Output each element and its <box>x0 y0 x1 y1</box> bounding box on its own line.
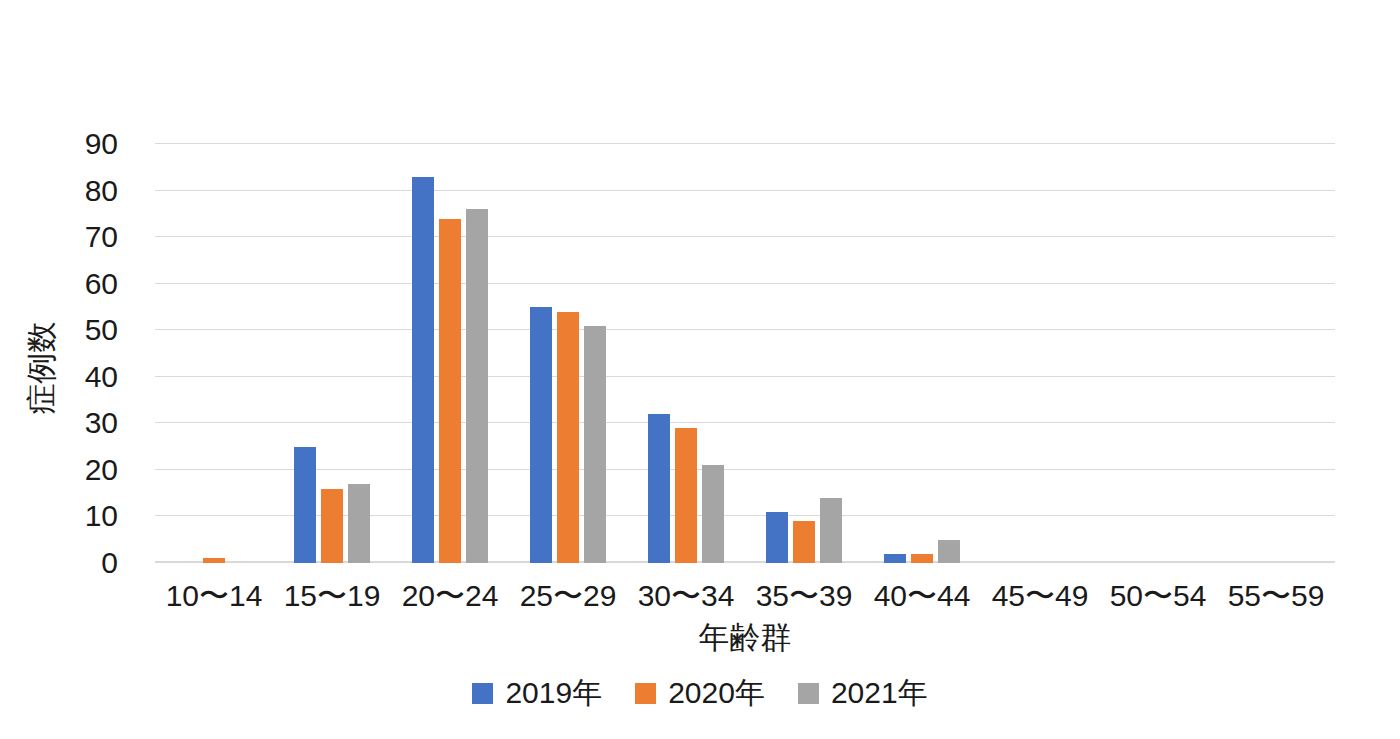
bar-2019年-30〜34 <box>648 414 670 563</box>
x-tick-label-50〜54: 50〜54 <box>1099 579 1217 613</box>
bar-2020年-30〜34 <box>675 428 697 563</box>
bar-2019年-35〜39 <box>766 512 788 563</box>
category-group-35〜39 <box>745 144 863 563</box>
bar-2020年-20〜24 <box>439 219 461 564</box>
bar-2020年-25〜29 <box>557 312 579 563</box>
x-tick-label-25〜29: 25〜29 <box>509 579 627 613</box>
bar-2020年-40〜44 <box>911 554 933 563</box>
bar-2019年-15〜19 <box>294 447 316 563</box>
plot-area: 0102030405060708090 <box>155 144 1335 563</box>
x-tick-label-45〜49: 45〜49 <box>981 579 1099 613</box>
category-group-25〜29 <box>509 144 627 563</box>
x-tick-label-35〜39: 35〜39 <box>745 579 863 613</box>
legend-swatch-icon <box>472 683 493 704</box>
category-group-45〜49 <box>981 144 1099 563</box>
bar-groups <box>155 144 1335 563</box>
category-group-30〜34 <box>627 144 745 563</box>
bar-2021年-35〜39 <box>820 498 842 563</box>
legend-label: 2021年 <box>831 676 928 710</box>
bar-2021年-20〜24 <box>466 209 488 563</box>
y-tick-label-0: 0 <box>38 546 118 580</box>
category-group-20〜24 <box>391 144 509 563</box>
y-tick-label-70: 70 <box>38 220 118 254</box>
y-tick-label-40: 40 <box>38 360 118 394</box>
y-tick-label-80: 80 <box>38 174 118 208</box>
x-tick-label-40〜44: 40〜44 <box>863 579 981 613</box>
y-tick-label-90: 90 <box>38 127 118 161</box>
y-tick-label-30: 30 <box>38 406 118 440</box>
y-tick-label-50: 50 <box>38 313 118 347</box>
legend-swatch-icon <box>798 683 819 704</box>
category-group-10〜14 <box>155 144 273 563</box>
legend-swatch-icon <box>635 683 656 704</box>
x-tick-label-55〜59: 55〜59 <box>1217 579 1335 613</box>
bar-2020年-15〜19 <box>321 489 343 563</box>
legend-label: 2019年 <box>505 676 602 710</box>
y-tick-label-20: 20 <box>38 453 118 487</box>
legend: 2019年 2020年 2021年 <box>0 676 1400 710</box>
bar-2020年-35〜39 <box>793 521 815 563</box>
x-tick-label-30〜34: 30〜34 <box>627 579 745 613</box>
x-tick-label-20〜24: 20〜24 <box>391 579 509 613</box>
x-tick-label-15〜19: 15〜19 <box>273 579 391 613</box>
category-group-40〜44 <box>863 144 981 563</box>
y-tick-label-10: 10 <box>38 499 118 533</box>
category-group-55〜59 <box>1217 144 1335 563</box>
bar-2021年-15〜19 <box>348 484 370 563</box>
category-group-15〜19 <box>273 144 391 563</box>
bar-2020年-10〜14 <box>203 558 225 563</box>
bar-2019年-25〜29 <box>530 307 552 563</box>
x-axis-title: 年齢群 <box>155 620 1335 656</box>
legend-item-2020年: 2020年 <box>635 676 765 710</box>
bar-2021年-30〜34 <box>702 465 724 563</box>
bar-chart: 症例数 0102030405060708090 10〜1415〜1920〜242… <box>0 0 1400 739</box>
x-axis-tick-labels: 10〜1415〜1920〜2425〜2930〜3435〜3940〜4445〜49… <box>155 579 1335 613</box>
bar-2021年-40〜44 <box>938 540 960 563</box>
bar-2021年-25〜29 <box>584 326 606 563</box>
legend-item-2019年: 2019年 <box>472 676 602 710</box>
x-tick-label-10〜14: 10〜14 <box>155 579 273 613</box>
bar-2019年-40〜44 <box>884 554 906 563</box>
y-tick-label-60: 60 <box>38 267 118 301</box>
legend-item-2021年: 2021年 <box>798 676 928 710</box>
bar-2019年-20〜24 <box>412 177 434 563</box>
category-group-50〜54 <box>1099 144 1217 563</box>
legend-label: 2020年 <box>668 676 765 710</box>
